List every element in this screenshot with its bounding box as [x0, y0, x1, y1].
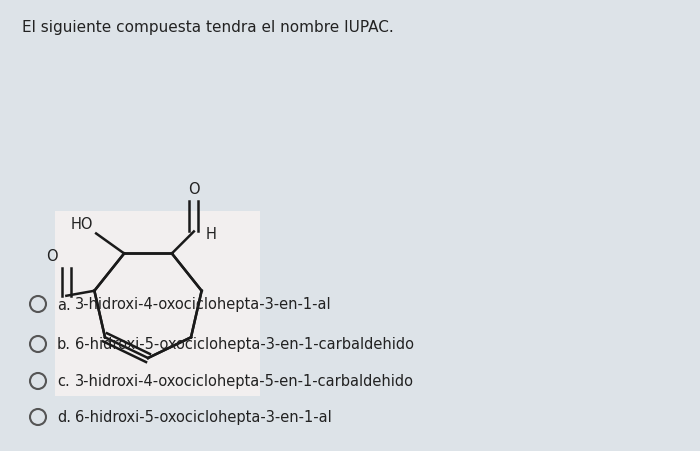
Text: 6-hidroxi-5-oxociclohepta-3-en-1-al: 6-hidroxi-5-oxociclohepta-3-en-1-al — [75, 410, 332, 424]
Text: a.: a. — [57, 297, 71, 312]
Text: O: O — [188, 182, 199, 197]
Text: El siguiente compuesta tendra el nombre IUPAC.: El siguiente compuesta tendra el nombre … — [22, 20, 393, 35]
Text: d.: d. — [57, 410, 71, 424]
Text: 3-hidroxi-4-oxociclohepta-3-en-1-al: 3-hidroxi-4-oxociclohepta-3-en-1-al — [75, 297, 332, 312]
Text: H: H — [206, 226, 217, 241]
Text: O: O — [47, 248, 58, 263]
Text: b.: b. — [57, 337, 71, 352]
Text: HO: HO — [71, 217, 93, 232]
Text: c.: c. — [57, 374, 70, 389]
Text: 3-hidroxi-4-oxociclohepta-5-en-1-carbaldehido: 3-hidroxi-4-oxociclohepta-5-en-1-carbald… — [75, 374, 414, 389]
FancyBboxPatch shape — [55, 212, 260, 396]
Text: 6-hidroxi-5-oxociclohepta-3-en-1-carbaldehido: 6-hidroxi-5-oxociclohepta-3-en-1-carbald… — [75, 337, 414, 352]
